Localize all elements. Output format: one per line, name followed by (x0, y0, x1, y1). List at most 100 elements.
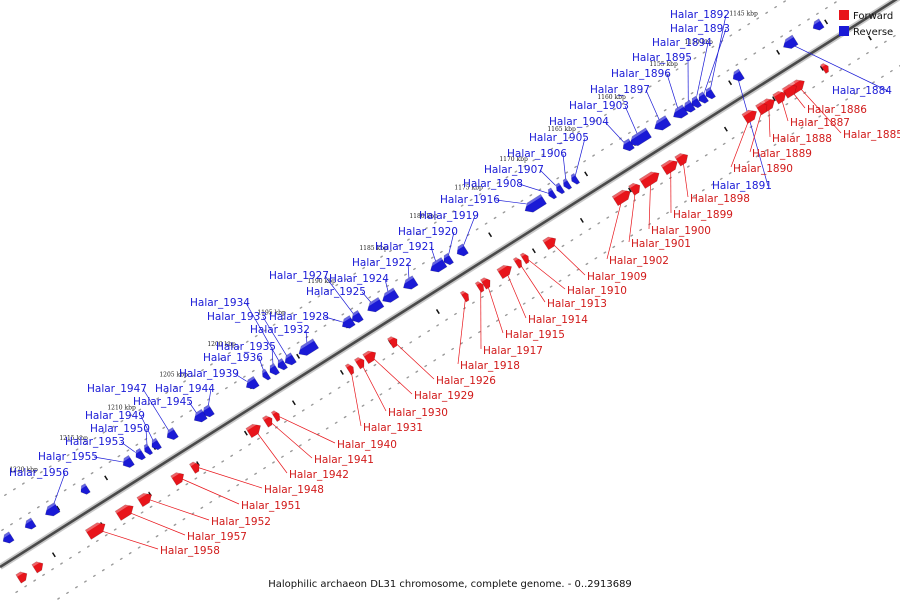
reverse-gene-Halar_1921-shine (427, 257, 443, 269)
forward-gene-Halar_1902-body (611, 189, 631, 207)
gene-label-Halar_1952: Halar_1952 (211, 516, 271, 528)
unlabeled-gene-5-shine (810, 18, 821, 27)
tick-mark (291, 400, 296, 406)
gene-label-Halar_1958: Halar_1958 (160, 545, 220, 557)
gene-label-Halar_1890: Halar_1890 (733, 163, 793, 175)
tick-mark (776, 49, 781, 55)
gene-label-Halar_1926: Halar_1926 (436, 375, 496, 387)
unlabeled-gene-1 (0, 531, 15, 544)
leader-Halar_1955 (93, 456, 128, 464)
leader-Halar_1926 (393, 341, 435, 380)
reverse-gene-Halar_1907-shine (553, 182, 561, 189)
reverse-gene-Halar_1904-shine (620, 138, 630, 147)
forward-gene-Halar_1931-body (344, 363, 355, 376)
gene-label-Halar_1894: Halar_1894 (652, 37, 712, 49)
forward-gene-Halar_1909-body (542, 236, 557, 251)
leader-Halar_1890 (730, 115, 752, 168)
reverse-gene-Halar_1908 (545, 187, 558, 200)
forward-gene-Halar_1931-shine (345, 362, 352, 368)
gene-label-Halar_1929: Halar_1929 (414, 390, 474, 402)
tick-label: 1165 kbp (547, 126, 576, 133)
leader-Halar_1898 (682, 158, 689, 198)
forward-gene-Halar_1958 (84, 519, 106, 540)
forward-gene-Halar_1899-body (660, 159, 678, 176)
chromosome-backbone (0, 0, 900, 570)
reverse-gene-Halar_1892-shine (702, 87, 712, 94)
leader-Halar_1958 (96, 529, 159, 550)
forward-gene-Halar_1926-shine (387, 334, 396, 341)
gene-label-Halar_1940: Halar_1940 (337, 439, 397, 451)
leader-Halar_1902 (606, 196, 624, 260)
gene-label-Halar_1904: Halar_1904 (549, 116, 609, 128)
forward-gene-Halar_1942-body (245, 423, 261, 439)
forward-gene-Halar_1957-shine (115, 501, 132, 514)
forward-gene-Halar_1887-body (772, 90, 787, 105)
forward-gene-Halar_1886 (781, 81, 797, 99)
tick-mark (531, 248, 536, 254)
forward-gene-Halar_1926-body (386, 336, 398, 349)
reverse-gene-Halar_1947-body (166, 427, 179, 441)
forward-gene-Halar_1958-body (84, 522, 106, 540)
gene-label-Halar_1949: Halar_1949 (85, 410, 145, 422)
reverse-gene-Halar_1903 (627, 127, 652, 147)
reverse-gene-Halar_1947-shine (164, 427, 174, 435)
forward-gene-Halar_1910-shine (520, 251, 527, 257)
label-leaders (50, 14, 889, 550)
forward-gene-Halar_1901 (628, 180, 641, 196)
reverse-gene-Halar_1925-shine (364, 297, 380, 309)
unlabeled-gene-6-body (820, 62, 829, 74)
reverse-gene-Halar_1892 (702, 86, 717, 100)
forward-gene-Halar_1898 (674, 150, 689, 167)
reverse-gene-Halar_1925-body (367, 296, 385, 313)
gene-label-Halar_1944: Halar_1944 (155, 383, 215, 395)
forward-gene-Halar_1918 (459, 289, 470, 303)
reverse-gene-Halar_1955-shine (120, 455, 130, 463)
legend: Forward Reverse (839, 10, 893, 38)
forward-gene-Halar_1899 (660, 156, 678, 176)
reverse-gene-Halar_1950-shine (141, 443, 149, 450)
reverse-gene-Halar_1945-shine (191, 409, 203, 418)
tick-mark (819, 65, 824, 71)
gene-label-Halar_1945: Halar_1945 (133, 396, 193, 408)
gene-label-Halar_1950: Halar_1950 (90, 423, 150, 435)
reverse-gene-Halar_1953-shine (132, 448, 142, 455)
forward-gene-Halar_1917-body (474, 281, 485, 293)
tick-mark (56, 505, 61, 511)
reverse-gene-Halar_1939 (243, 375, 260, 390)
forward-gene-Halar_1910-body (519, 252, 530, 265)
leader-Halar_1901 (628, 188, 637, 243)
tick-mark (867, 35, 872, 41)
leader-Halar_1948 (195, 466, 263, 489)
reverse-gene-Halar_1949 (148, 437, 163, 451)
reverse-gene-Halar_1953 (132, 447, 147, 461)
forward-gene-Halar_1951-shine (170, 469, 183, 479)
gene-label-Halar_1941: Halar_1941 (314, 454, 374, 466)
forward-gene-Halar_1913 (512, 255, 523, 269)
reverse-gene-Halar_1891-body (732, 68, 745, 82)
reverse-gene-Halar_1897-body (654, 115, 672, 131)
reverse-gene-Halar_1928 (339, 315, 356, 329)
gene-label-Halar_1921: Halar_1921 (375, 241, 435, 253)
reverse-gene-Halar_1939-shine (243, 376, 255, 385)
forward-gene-Halar_1889 (755, 100, 768, 116)
leader-Halar_1927 (324, 275, 357, 318)
forward-gene-Halar_1900-body (638, 171, 660, 189)
unlabeled-gene-4-shine (78, 483, 87, 490)
reverse-gene-Halar_1936-shine (259, 369, 267, 375)
reverse-gene-Halar_1895-shine (681, 100, 691, 108)
reverse-gene-Halar_1934 (274, 357, 289, 371)
forward-gene-Halar_1952 (136, 490, 152, 508)
reverse-gene-Halar_1932-shine (295, 338, 315, 352)
reverse-gene-Halar_1950-body (143, 443, 154, 456)
reverse-gene-Halar_1921 (427, 257, 448, 273)
reverse-gene-Halar_1933-shine (282, 352, 292, 361)
reverse-gene-Halar_1896 (670, 104, 689, 119)
reverse-gene-Halar_1893 (695, 91, 710, 104)
forward-gene-Halar_1885-shine (787, 76, 803, 88)
unlabeled-gene-5-body (812, 18, 825, 31)
reverse-gene-Halar_1933-body (284, 352, 297, 366)
forward-gene-Halar_1951 (170, 469, 185, 486)
unlabeled-gene-2-shine (31, 559, 42, 567)
gene-label-Halar_1895: Halar_1895 (632, 52, 692, 64)
gene-label-Halar_1885: Halar_1885 (843, 129, 900, 141)
